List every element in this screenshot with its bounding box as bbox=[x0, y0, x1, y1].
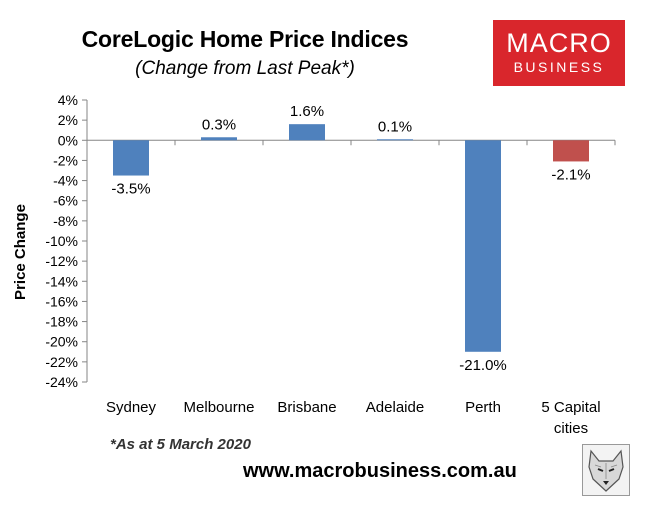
data-label: 0.1% bbox=[378, 118, 412, 135]
y-tick-label: -18% bbox=[45, 314, 78, 330]
bar-3 bbox=[289, 124, 325, 141]
y-tick-label: -10% bbox=[45, 233, 78, 249]
x-tick-label: 5 Capital bbox=[541, 399, 600, 416]
x-tick-label: Melbourne bbox=[184, 399, 255, 416]
bar-1 bbox=[113, 140, 149, 176]
footnote: *As at 5 March 2020 bbox=[110, 436, 251, 453]
y-tick-label: -6% bbox=[53, 193, 78, 209]
y-tick-label: -22% bbox=[45, 354, 78, 370]
y-tick-label: 0% bbox=[58, 132, 78, 148]
y-tick-label: 4% bbox=[58, 92, 78, 108]
y-tick-label: -20% bbox=[45, 334, 78, 350]
y-tick-label: -14% bbox=[45, 273, 78, 289]
bar-2 bbox=[201, 137, 237, 141]
y-tick-label: -24% bbox=[45, 374, 78, 390]
wolf-mascot-icon bbox=[582, 444, 630, 496]
x-tick-label: Brisbane bbox=[277, 399, 336, 416]
data-label: 1.6% bbox=[290, 103, 324, 120]
logo-line-2: BUSINESS bbox=[513, 59, 605, 75]
y-tick-label: 2% bbox=[58, 112, 78, 128]
bar-6 bbox=[553, 140, 589, 162]
website-url: www.macrobusiness.com.au bbox=[243, 460, 517, 482]
y-tick-label: -12% bbox=[45, 253, 78, 269]
data-label: -2.1% bbox=[551, 166, 590, 183]
x-tick-label: Perth bbox=[465, 399, 501, 416]
bar-4 bbox=[377, 139, 413, 141]
x-tick-label: cities bbox=[554, 420, 588, 437]
macrobusiness-logo: MACRO BUSINESS bbox=[493, 20, 625, 86]
y-tick-label: -16% bbox=[45, 293, 78, 309]
data-label: -3.5% bbox=[111, 181, 150, 198]
x-tick-label: Adelaide bbox=[366, 399, 424, 416]
chart-subtitle: (Change from Last Peak*) bbox=[135, 58, 355, 79]
y-tick-label: -8% bbox=[53, 213, 78, 229]
x-tick-label: Sydney bbox=[106, 399, 157, 416]
data-label: -21.0% bbox=[459, 357, 507, 374]
chart-title: CoreLogic Home Price Indices bbox=[81, 26, 409, 52]
logo-line-1: MACRO bbox=[506, 28, 612, 58]
bar-5 bbox=[465, 140, 501, 352]
y-tick-label: -4% bbox=[53, 173, 78, 189]
data-label: 0.3% bbox=[202, 116, 236, 133]
y-tick-label: -2% bbox=[53, 152, 78, 168]
